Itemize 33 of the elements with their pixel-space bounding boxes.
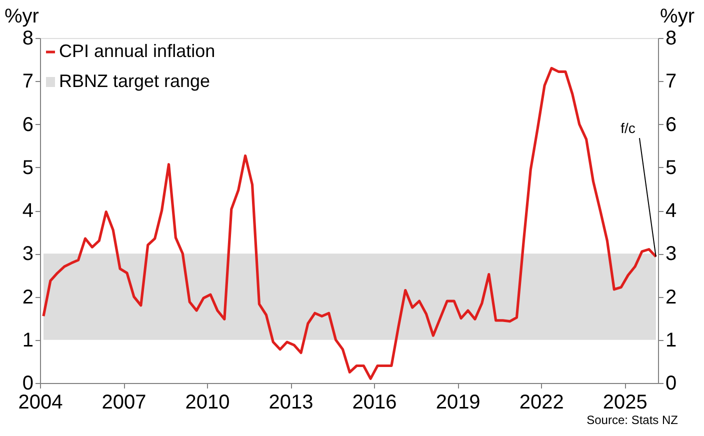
x-tick-label: 2010 [185, 392, 230, 414]
x-tick-label: 2025 [602, 392, 648, 414]
y-tick-label: 2 [22, 286, 34, 308]
y-tick-label: 3 [22, 243, 34, 266]
y2-tick-label: 6 [666, 114, 677, 136]
y2-tick-label: 3 [666, 243, 677, 266]
y-tick-label: 8 [22, 28, 34, 50]
y-tick-label: 6 [22, 114, 34, 136]
y-tick-label: 0 [22, 372, 34, 394]
y2-tick-label: 7 [666, 70, 677, 93]
legend-label: CPI annual inflation [59, 41, 216, 61]
x-tick-label: 2022 [519, 392, 564, 414]
legend-label: RBNZ target range [59, 71, 210, 91]
x-tick-label: 2016 [352, 392, 397, 414]
y2-tick-label: 8 [666, 28, 677, 50]
y-axis-title: %yr [4, 6, 40, 28]
y2-tick-label: 4 [666, 200, 677, 222]
y2-axis-title: %yr [660, 6, 695, 28]
y-tick-label: 4 [22, 200, 34, 222]
y2-tick-label: 0 [666, 372, 677, 394]
y-tick-label: 7 [22, 70, 34, 93]
y2-tick-label: 1 [666, 329, 677, 352]
x-tick-label: 2007 [102, 392, 146, 414]
y-tick-label: 5 [22, 156, 34, 179]
annotation: f/c [620, 120, 636, 136]
line-series [42, 66, 658, 380]
y2-tick-label: 5 [666, 156, 677, 179]
y-tick-label: 1 [22, 329, 34, 352]
x-tick-label: 2019 [436, 392, 480, 414]
source-note: Source: Stats NZ [586, 413, 678, 427]
x-tick-label: 2004 [18, 392, 63, 414]
y2-tick-label: 2 [666, 286, 677, 308]
x-tick-label: 2013 [268, 392, 314, 414]
